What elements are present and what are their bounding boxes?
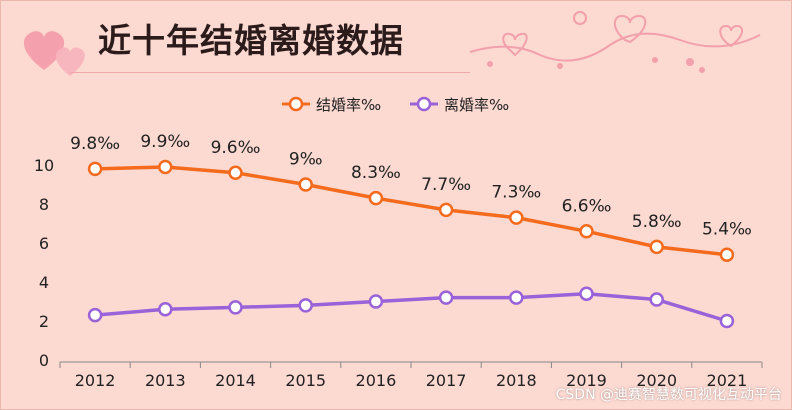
heart-icon <box>55 47 85 76</box>
data-label: 8.3‰ <box>351 163 401 183</box>
data-point-1 <box>298 177 313 192</box>
y-tick-label: 8 <box>39 195 49 214</box>
data-point-2 <box>298 298 313 313</box>
y-tick-label: 2 <box>39 312 49 331</box>
watermark: CSDN @迪赛智慧数可视化互动平台 <box>555 387 782 403</box>
data-point-1 <box>509 210 524 225</box>
y-tick-label: 0 <box>39 351 49 370</box>
data-point-2 <box>228 300 243 315</box>
data-label: 9.9‰ <box>140 132 190 152</box>
data-point-1 <box>158 159 173 175</box>
legend-label-1: 结婚率‰ <box>316 96 381 114</box>
y-tick-label: 6 <box>39 234 49 253</box>
data-point-1 <box>368 190 384 206</box>
x-tick-label: 2015 <box>285 371 326 390</box>
data-label: 9.8‰ <box>70 134 120 154</box>
chart-title: 近十年结婚离婚数据 <box>98 21 404 60</box>
data-point-2 <box>719 313 735 329</box>
x-tick-label: 2012 <box>75 371 116 390</box>
x-tick-label: 2021 <box>707 371 748 390</box>
data-label: 9.6‰ <box>211 138 261 158</box>
data-point-2 <box>579 286 594 301</box>
x-tick-label: 2020 <box>636 371 677 390</box>
data-point-1 <box>438 202 454 218</box>
heart-icon <box>23 31 65 70</box>
title-underline <box>70 72 470 73</box>
legend-label-2: 离婚率‰ <box>444 96 509 114</box>
data-label: 9‰ <box>289 150 323 170</box>
data-point-1 <box>579 224 594 239</box>
y-tick-label: 10 <box>34 156 54 175</box>
data-point-1 <box>649 239 664 255</box>
legend-marker-1 <box>288 96 304 112</box>
data-point-2 <box>509 290 524 305</box>
data-point-2 <box>438 290 454 305</box>
data-point-1 <box>228 165 243 181</box>
data-label: 7.7‰ <box>421 175 471 195</box>
data-point-2 <box>649 292 664 307</box>
legend-marker-2 <box>416 96 432 112</box>
data-label: 5.8‰ <box>632 212 682 232</box>
data-label: 6.6‰ <box>562 196 612 216</box>
data-point-2 <box>368 294 384 309</box>
data-point-1 <box>719 247 735 262</box>
series-line-1 <box>95 165 728 257</box>
y-tick-label: 4 <box>39 273 49 292</box>
x-tick-label: 2013 <box>145 371 186 390</box>
x-tick-label: 2014 <box>215 371 256 390</box>
x-tick-label: 2018 <box>496 371 537 390</box>
x-tick-label: 2019 <box>566 371 607 390</box>
hearts-decoration-icon <box>469 11 761 73</box>
x-tick-label: 2016 <box>356 371 397 390</box>
data-label: 5.4‰ <box>702 220 752 240</box>
x-tick-label: 2017 <box>426 371 467 390</box>
series-line-2 <box>94 291 728 323</box>
data-point-2 <box>158 302 173 317</box>
data-point-1 <box>87 161 103 177</box>
data-point-2 <box>87 307 103 323</box>
data-label: 7.3‰ <box>491 183 541 203</box>
